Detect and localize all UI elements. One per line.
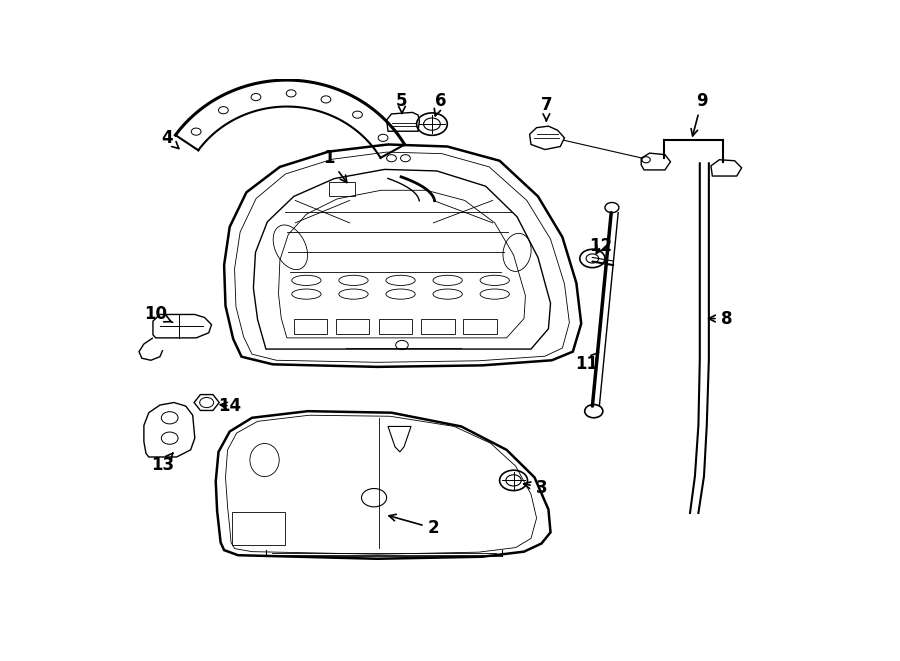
Text: 6: 6 bbox=[435, 92, 446, 116]
Text: 4: 4 bbox=[161, 129, 179, 149]
Text: 12: 12 bbox=[590, 237, 612, 255]
Text: 13: 13 bbox=[151, 453, 175, 474]
Text: 3: 3 bbox=[524, 479, 547, 496]
Text: 2: 2 bbox=[389, 514, 439, 537]
Text: 5: 5 bbox=[396, 92, 408, 113]
Text: 7: 7 bbox=[541, 96, 553, 120]
Text: 8: 8 bbox=[708, 309, 732, 328]
Text: 10: 10 bbox=[144, 305, 173, 323]
Text: 9: 9 bbox=[691, 92, 707, 136]
Text: 11: 11 bbox=[575, 352, 598, 373]
Text: 14: 14 bbox=[218, 397, 241, 415]
Text: 1: 1 bbox=[323, 149, 346, 182]
